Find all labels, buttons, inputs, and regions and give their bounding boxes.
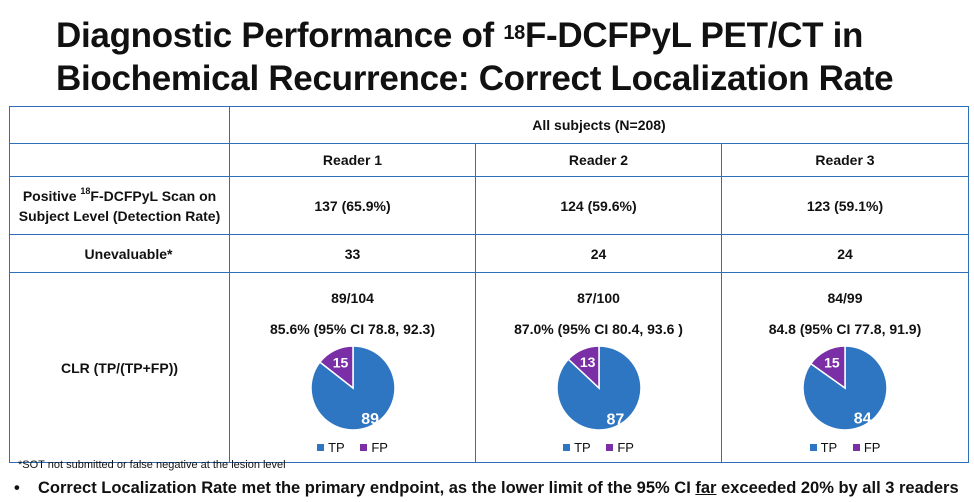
title-superscript: 18 — [503, 22, 525, 44]
slide-title: Diagnostic Performance of 18F-DCFPyL PET… — [56, 14, 956, 100]
pie-slice-fp — [566, 345, 600, 390]
legend-fp: FP — [852, 439, 880, 457]
empty-corner-cell — [9, 106, 230, 144]
pie-legend: TP FP — [722, 439, 968, 457]
conclusion-bullet: • Correct Localization Rate met the prima… — [14, 479, 959, 497]
footnote: *SOT not submitted or false negative at … — [18, 459, 286, 471]
clr-reader-2: 87/100 87.0% (95% CI 80.4, 93.6 ) 87 13 T… — [475, 272, 722, 463]
clr-ci: 85.6% (95% CI 78.8, 92.3) — [270, 321, 435, 337]
clr-reader-3: 84/99 84.8 (95% CI 77.8, 91.9) 84 15 TP F… — [721, 272, 969, 463]
pie-label-fp: 15 — [824, 355, 840, 371]
legend-fp-swatch — [360, 444, 368, 452]
emphasis-far: far — [695, 479, 717, 497]
legend-tp-swatch — [563, 444, 571, 452]
pie-chart-reader-2: 87 13 — [555, 345, 642, 431]
reader-1-header: Reader 1 — [229, 143, 476, 177]
clr-ci: 87.0% (95% CI 80.4, 93.6 ) — [514, 321, 683, 337]
legend-fp-swatch — [852, 444, 860, 452]
pie-label-fp: 13 — [579, 354, 595, 370]
pie-legend: TP FP — [230, 439, 475, 457]
legend-tp: TP — [809, 439, 837, 457]
clr-fraction: 87/100 — [577, 290, 620, 306]
bullet-marker: • — [14, 479, 20, 497]
legend-tp: TP — [317, 439, 345, 457]
empty-label-cell — [9, 143, 230, 177]
legend-fp: FP — [360, 439, 388, 457]
pie-slice-fp — [318, 345, 354, 390]
legend-tp: TP — [563, 439, 591, 457]
pie-chart-reader-1: 89 15 — [309, 345, 396, 431]
positive-reader-3: 123 (59.1%) — [721, 176, 969, 235]
clr-fraction: 84/99 — [827, 290, 863, 306]
reader-3-header: Reader 3 — [721, 143, 969, 177]
clr-label: CLR (TP/(TP+FP)) — [9, 272, 230, 463]
clr-ci: 84.8 (95% CI 77.8, 91.9) — [768, 321, 922, 337]
legend-tp-swatch — [809, 444, 817, 452]
title-line-2: Biochemical Recurrence: Correct Localiza… — [56, 59, 894, 98]
unevaluable-reader-3: 24 — [721, 234, 969, 273]
clr-reader-1: 89/104 85.6% (95% CI 78.8, 92.3) 89 15 TP… — [229, 272, 476, 463]
legend-fp: FP — [606, 439, 634, 457]
pie-label-tp: 87 — [606, 411, 624, 428]
pie-label-tp: 84 — [854, 411, 872, 428]
legend-tp-swatch — [317, 444, 325, 452]
clr-fraction: 89/104 — [331, 290, 374, 306]
positive-scan-label: Positive 18F-DCFPyL Scan on Subject Leve… — [9, 176, 230, 235]
positive-reader-1: 137 (65.9%) — [229, 176, 476, 235]
pie-chart-reader-3: 84 15 — [802, 345, 888, 431]
unevaluable-label: Unevaluable* — [9, 234, 230, 273]
legend-fp-swatch — [606, 444, 614, 452]
reader-2-header: Reader 2 — [475, 143, 722, 177]
unevaluable-reader-2: 24 — [475, 234, 722, 273]
unevaluable-reader-1: 33 — [229, 234, 476, 273]
title-line-1: Diagnostic Performance of 18F-DCFPyL PET… — [56, 16, 864, 55]
pie-legend: TP FP — [476, 439, 721, 457]
results-table: All subjects (N=208) Reader 1 Reader 2 R… — [9, 106, 969, 463]
pie-slice-tp — [309, 345, 396, 431]
pie-label-fp: 15 — [332, 354, 348, 370]
pie-slice-fp — [809, 345, 846, 390]
group-header: All subjects (N=208) — [229, 106, 969, 144]
pie-label-tp: 89 — [361, 411, 379, 428]
positive-reader-2: 124 (59.6%) — [475, 176, 722, 235]
